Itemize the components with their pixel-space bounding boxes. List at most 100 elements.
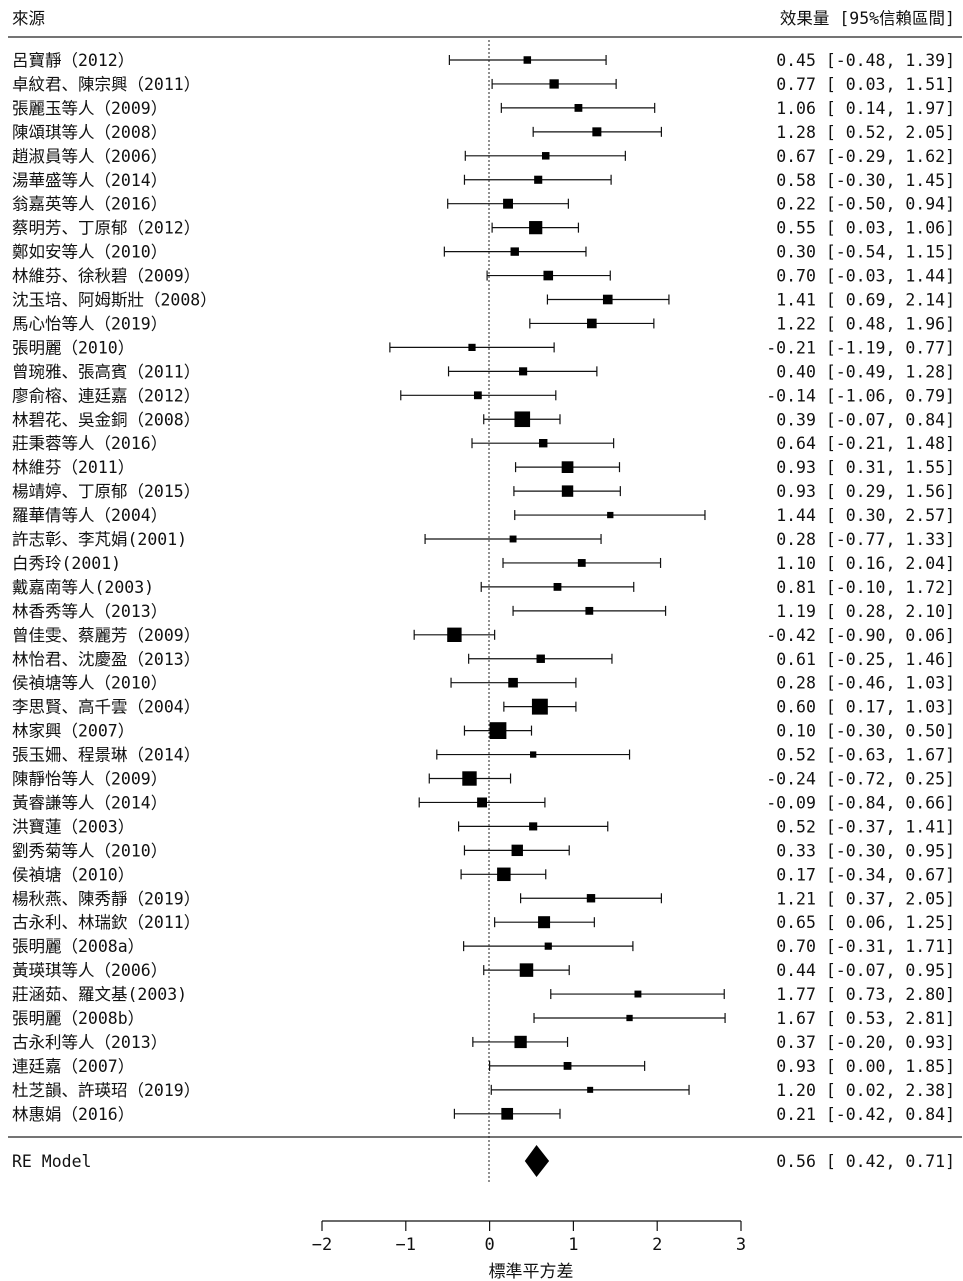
header-source: 來源 (12, 9, 45, 28)
x-tick-label: −2 (312, 1235, 332, 1255)
effect-marker (602, 294, 613, 305)
study-label: 張明麗（2010） (12, 338, 134, 357)
x-tick-label: 1 (568, 1235, 578, 1255)
study-label: 侯禎塘（2010） (12, 865, 134, 884)
study-label: 鄭如安等人（2010） (12, 243, 167, 262)
effect-marker (473, 391, 482, 400)
effect-value: 0.70 [-0.03, 1.44] (776, 267, 955, 286)
effect-marker (544, 942, 552, 950)
effect-marker (574, 104, 583, 112)
effect-value: 0.93 [ 0.31, 1.55] (776, 458, 955, 477)
effect-value: 0.60 [ 0.17, 1.03] (776, 698, 955, 717)
study-row: 陳頌琪等人（2008） 1.28 [ 0.52, 2.05] (12, 123, 955, 142)
study-row: 沈玉培、阿姆斯壯（2008） 1.41 [ 0.69, 2.14] (12, 291, 955, 310)
header-effect-size: 效果量 [95%信賴區間] (780, 9, 955, 28)
study-label: 劉秀菊等人（2010） (12, 841, 167, 860)
study-row: 曾琬雅、張高賓（2011） 0.40 [-0.49, 1.28] (12, 362, 955, 381)
summary-label: RE Model (12, 1152, 91, 1171)
effect-value: 0.45 [-0.48, 1.39] (776, 51, 955, 70)
study-label: 楊靖婷、丁原郁（2015） (12, 482, 200, 501)
study-row: 張玉姍、程景琳（2014） 0.52 [-0.63, 1.67] (12, 746, 955, 765)
study-row: 劉秀菊等人（2010） 0.33 [-0.30, 0.95] (12, 841, 955, 860)
effect-marker (501, 1107, 514, 1120)
effect-marker (523, 56, 532, 64)
effect-marker (510, 247, 519, 256)
study-label: 洪寶蓮（2003） (12, 816, 134, 836)
study-row: 湯華盛等人（2014） 0.58 [-0.30, 1.45] (12, 171, 955, 190)
study-row: 楊秋燕、陳秀靜（2019） 1.21 [ 0.37, 2.05] (12, 889, 955, 908)
study-label: 蔡明芳、丁原郁（2012） (12, 219, 200, 238)
study-label: 莊涵茹、羅文基(2003) (12, 985, 187, 1004)
study-label: 廖俞榕、連廷嘉（2012） (12, 386, 200, 405)
study-row: 黃睿謙等人（2014） -0.09 [-0.84, 0.66] (12, 793, 955, 812)
study-row: 林香秀等人（2013） 1.19 [ 0.28, 2.10] (12, 602, 955, 621)
study-label: 呂寶靜（2012） (12, 50, 134, 70)
effect-marker (626, 1014, 633, 1022)
study-label: 曾琬雅、張高賓（2011） (12, 362, 200, 381)
study-label: 莊秉蓉等人（2016） (12, 434, 167, 453)
effect-value: -0.42 [-0.90, 0.06] (766, 626, 955, 645)
effect-value: 1.06 [ 0.14, 1.97] (776, 99, 955, 118)
study-row: 連廷嘉（2007） 0.93 [ 0.00, 1.85] (12, 1057, 955, 1076)
effect-value: 0.55 [ 0.03, 1.06] (776, 219, 955, 238)
study-label: 黃瑛琪等人（2006） (12, 961, 167, 980)
effect-value: 0.61 [-0.25, 1.46] (776, 650, 955, 669)
study-row: 李思賢、高千雲（2004） 0.60 [ 0.17, 1.03] (12, 698, 955, 717)
effect-value: 0.22 [-0.50, 0.94] (776, 195, 955, 214)
effect-marker (519, 963, 534, 977)
study-row: 張麗玉等人（2009） 1.06 [ 0.14, 1.97] (12, 99, 955, 118)
effect-value: -0.21 [-1.19, 0.77] (766, 338, 955, 357)
effect-value: 0.77 [ 0.03, 1.51] (776, 75, 955, 94)
study-label: 白秀玲(2001) (12, 554, 121, 573)
study-row: 林怡君、沈慶盈（2013） 0.61 [-0.25, 1.46] (12, 650, 955, 669)
study-label: 侯禎塘等人（2010） (12, 674, 167, 693)
study-label: 翁嘉英等人（2016） (12, 195, 167, 214)
x-tick-label: −1 (396, 1235, 416, 1255)
study-label: 趙淑員等人（2006） (12, 147, 167, 166)
study-label: 林怡君、沈慶盈（2013） (12, 650, 200, 669)
study-label: 張玉姍、程景琳（2014） (12, 746, 200, 765)
effect-value: 0.70 [-0.31, 1.71] (776, 937, 955, 956)
x-tick-label: 0 (484, 1235, 494, 1255)
effect-marker (538, 916, 551, 929)
study-label: 張明麗（2008b） (12, 1009, 144, 1028)
study-row: 林惠娟（2016） 0.21 [-0.42, 0.84] (12, 1105, 955, 1124)
effect-value: 0.81 [-0.10, 1.72] (776, 578, 955, 597)
effect-marker (514, 1035, 527, 1049)
effect-value: 0.58 [-0.30, 1.45] (776, 171, 955, 190)
study-label: 黃睿謙等人（2014） (12, 793, 167, 812)
study-row: 張明麗（2008b） 1.67 [ 0.53, 2.81] (12, 1009, 955, 1028)
effect-value: 1.22 [ 0.48, 1.96] (776, 314, 955, 333)
x-tick-label: 3 (736, 1235, 746, 1255)
study-label: 沈玉培、阿姆斯壯（2008） (12, 291, 217, 310)
effect-marker (587, 1086, 594, 1093)
study-row: 楊靖婷、丁原郁（2015） 0.93 [ 0.29, 1.56] (12, 482, 955, 501)
study-label: 古永利等人（2013） (12, 1033, 167, 1052)
effect-value: -0.24 [-0.72, 0.25] (766, 770, 955, 789)
effect-marker (549, 79, 559, 89)
x-axis: −2 −1 0 1 2 3 (312, 1220, 746, 1255)
effect-marker (543, 270, 554, 281)
study-row: 莊秉蓉等人（2016） 0.64 [-0.21, 1.48] (12, 434, 955, 453)
study-label: 林香秀等人（2013） (12, 602, 167, 621)
study-label: 陳頌琪等人（2008） (12, 123, 167, 142)
effect-value: 1.10 [ 0.16, 2.04] (776, 554, 955, 573)
effect-marker (530, 751, 537, 758)
study-row: 翁嘉英等人（2016） 0.22 [-0.50, 0.94] (12, 195, 955, 214)
effect-value: 0.93 [ 0.29, 1.56] (776, 482, 955, 501)
study-row: 張明麗（2010） -0.21 [-1.19, 0.77] (12, 338, 955, 357)
study-row: 廖俞榕、連廷嘉（2012） -0.14 [-1.06, 0.79] (12, 386, 955, 405)
effect-marker (489, 722, 507, 739)
effect-value: 0.39 [-0.07, 0.84] (776, 410, 955, 429)
effect-marker (586, 894, 596, 903)
effect-marker (634, 990, 642, 998)
effect-value: 0.44 [-0.07, 0.95] (776, 961, 955, 980)
study-row: 侯禎塘（2010） 0.17 [-0.34, 0.67] (12, 865, 955, 884)
study-label: 羅華倩等人（2004） (12, 506, 167, 525)
study-label: 林家興（2007） (12, 722, 134, 741)
study-row: 陳靜怡等人（2009） -0.24 [-0.72, 0.25] (12, 770, 955, 789)
study-row: 林維芬、徐秋碧（2009） 0.70 [-0.03, 1.44] (12, 267, 955, 286)
effect-value: 0.30 [-0.54, 1.15] (776, 243, 955, 262)
study-row: 許志彰、李芃娟(2001) 0.28 [-0.77, 1.33] (12, 530, 955, 549)
effect-value: 1.20 [ 0.02, 2.38] (776, 1081, 955, 1100)
